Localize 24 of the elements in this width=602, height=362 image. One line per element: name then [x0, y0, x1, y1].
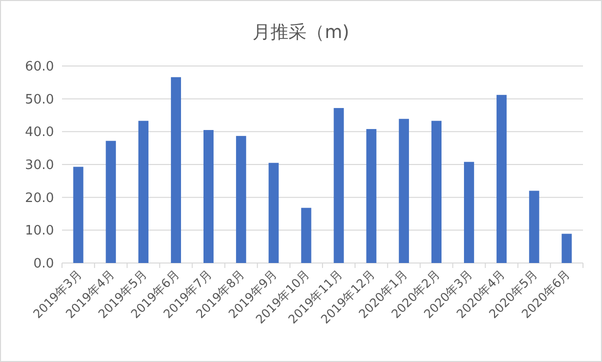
bar	[334, 108, 344, 263]
y-tick-label: 10.0	[25, 224, 54, 239]
bar	[464, 162, 474, 263]
y-tick-label: 50.0	[25, 92, 54, 108]
bar	[268, 162, 279, 263]
bar	[106, 140, 116, 263]
y-tick-label: 0.0	[33, 256, 54, 272]
y-tick-label: 60.0	[25, 60, 54, 74]
bar	[301, 208, 312, 263]
bar	[529, 190, 540, 263]
bar	[236, 136, 246, 263]
bar	[203, 130, 214, 263]
bar	[562, 234, 572, 263]
chart-title: 月推采（m)	[252, 22, 350, 43]
bar	[366, 129, 376, 263]
bar	[170, 77, 182, 263]
bar	[73, 166, 84, 263]
y-tick-label: 20.0	[25, 190, 54, 206]
bar	[138, 120, 148, 263]
y-tick-label: 40.0	[25, 125, 54, 140]
y-tick-label: 30.0	[25, 158, 54, 173]
bar	[431, 120, 442, 263]
bar	[398, 118, 409, 263]
bar	[496, 94, 507, 263]
